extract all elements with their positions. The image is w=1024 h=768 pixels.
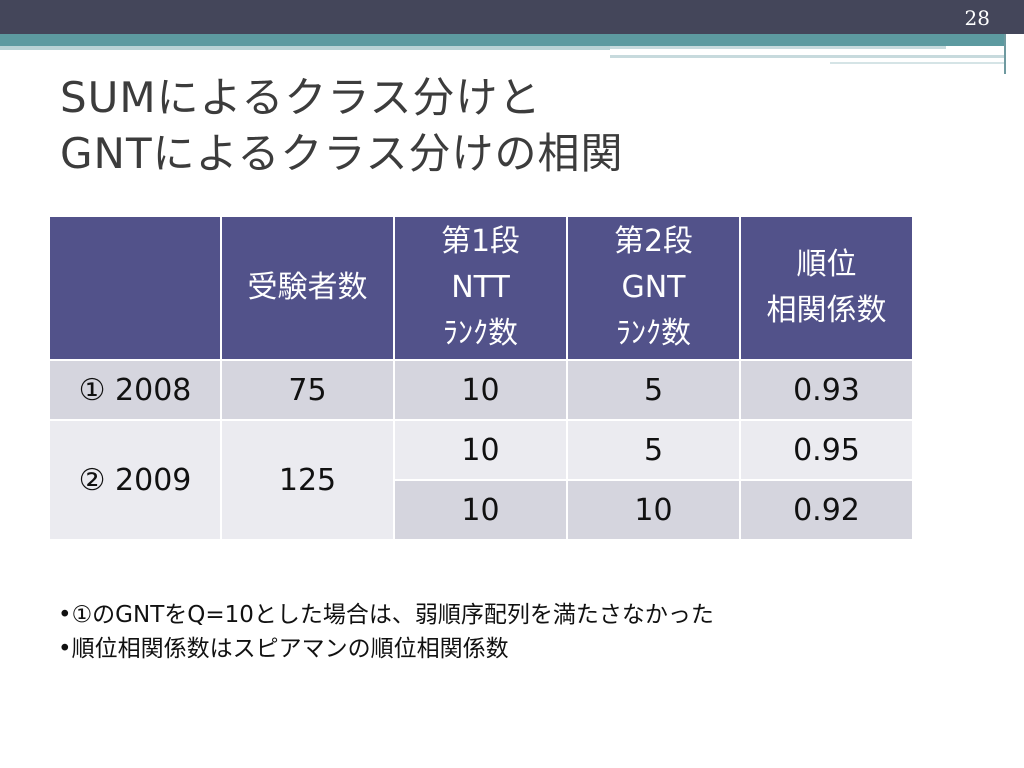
header-stage1-line: ﾗﾝｸ数 xyxy=(443,316,518,351)
slide-title: SUMによるクラス分けと GNTによるクラス分けの相関 xyxy=(60,70,960,182)
header-stage1-line: NTT xyxy=(451,270,510,305)
cell-examinees: 75 xyxy=(220,359,395,421)
top-bar xyxy=(0,0,1024,34)
header-stage2: 第2段 GNT ﾗﾝｸ数 xyxy=(566,215,741,361)
row-label: ② 2009 xyxy=(48,419,222,541)
note-item: •順位相関係数はスピアマンの順位相関係数 xyxy=(58,636,509,662)
notes: •①のGNTをQ=10とした場合は、弱順序配列を満たさなかった •順位相関係数は… xyxy=(58,598,714,666)
decorative-line xyxy=(610,46,946,49)
cell-corr: 0.95 xyxy=(739,419,914,481)
header-blank xyxy=(48,215,222,361)
cell-ntt: 10 xyxy=(393,359,568,421)
cell-ntt: 10 xyxy=(393,419,568,481)
cell-corr: 0.93 xyxy=(739,359,914,421)
table-header-row: 受験者数 第1段 NTT ﾗﾝｸ数 第2段 GNT ﾗﾝｸ数 順位 相関係数 xyxy=(48,215,914,361)
header-stage2-line: GNT xyxy=(621,270,686,305)
cell-corr: 0.92 xyxy=(739,479,914,541)
page-number: 28 xyxy=(964,6,990,30)
cell-ntt: 10 xyxy=(393,479,568,541)
decorative-line xyxy=(610,55,1004,58)
header-stage1: 第1段 NTT ﾗﾝｸ数 xyxy=(393,215,568,361)
header-band-light xyxy=(0,46,610,50)
note-item: •①のGNTをQ=10とした場合は、弱順序配列を満たさなかった xyxy=(58,602,714,628)
header-correlation: 順位 相関係数 xyxy=(739,215,914,361)
header-stage2-line: 第2段 xyxy=(613,224,694,259)
cell-gnt: 5 xyxy=(566,419,741,481)
title-line-2: GNTによるクラス分けの相関 xyxy=(60,129,624,178)
header-correlation-line: 相関係数 xyxy=(766,293,887,328)
cell-examinees: 125 xyxy=(220,419,395,541)
cell-gnt: 10 xyxy=(566,479,741,541)
header-stage2-line: ﾗﾝｸ数 xyxy=(616,316,691,351)
decorative-line xyxy=(830,62,1004,64)
table-row: 10 10 0.92 xyxy=(49,479,914,541)
header-correlation-line: 順位 xyxy=(796,247,857,282)
table-row: ② 2009 125 10 5 0.95 xyxy=(48,419,914,541)
correlation-table: 受験者数 第1段 NTT ﾗﾝｸ数 第2段 GNT ﾗﾝｸ数 順位 相関係数 ①… xyxy=(48,215,914,541)
row-label: ① 2008 xyxy=(48,359,222,421)
decorative-vertical-line xyxy=(1004,34,1006,74)
header-examinees: 受験者数 xyxy=(220,215,395,361)
header-stage1-line: 第1段 xyxy=(440,224,521,259)
title-line-1: SUMによるクラス分けと xyxy=(60,73,542,122)
table-row: ① 2008 75 10 5 0.93 xyxy=(48,359,914,421)
header-band xyxy=(0,34,1004,46)
cell-gnt: 5 xyxy=(566,359,741,421)
